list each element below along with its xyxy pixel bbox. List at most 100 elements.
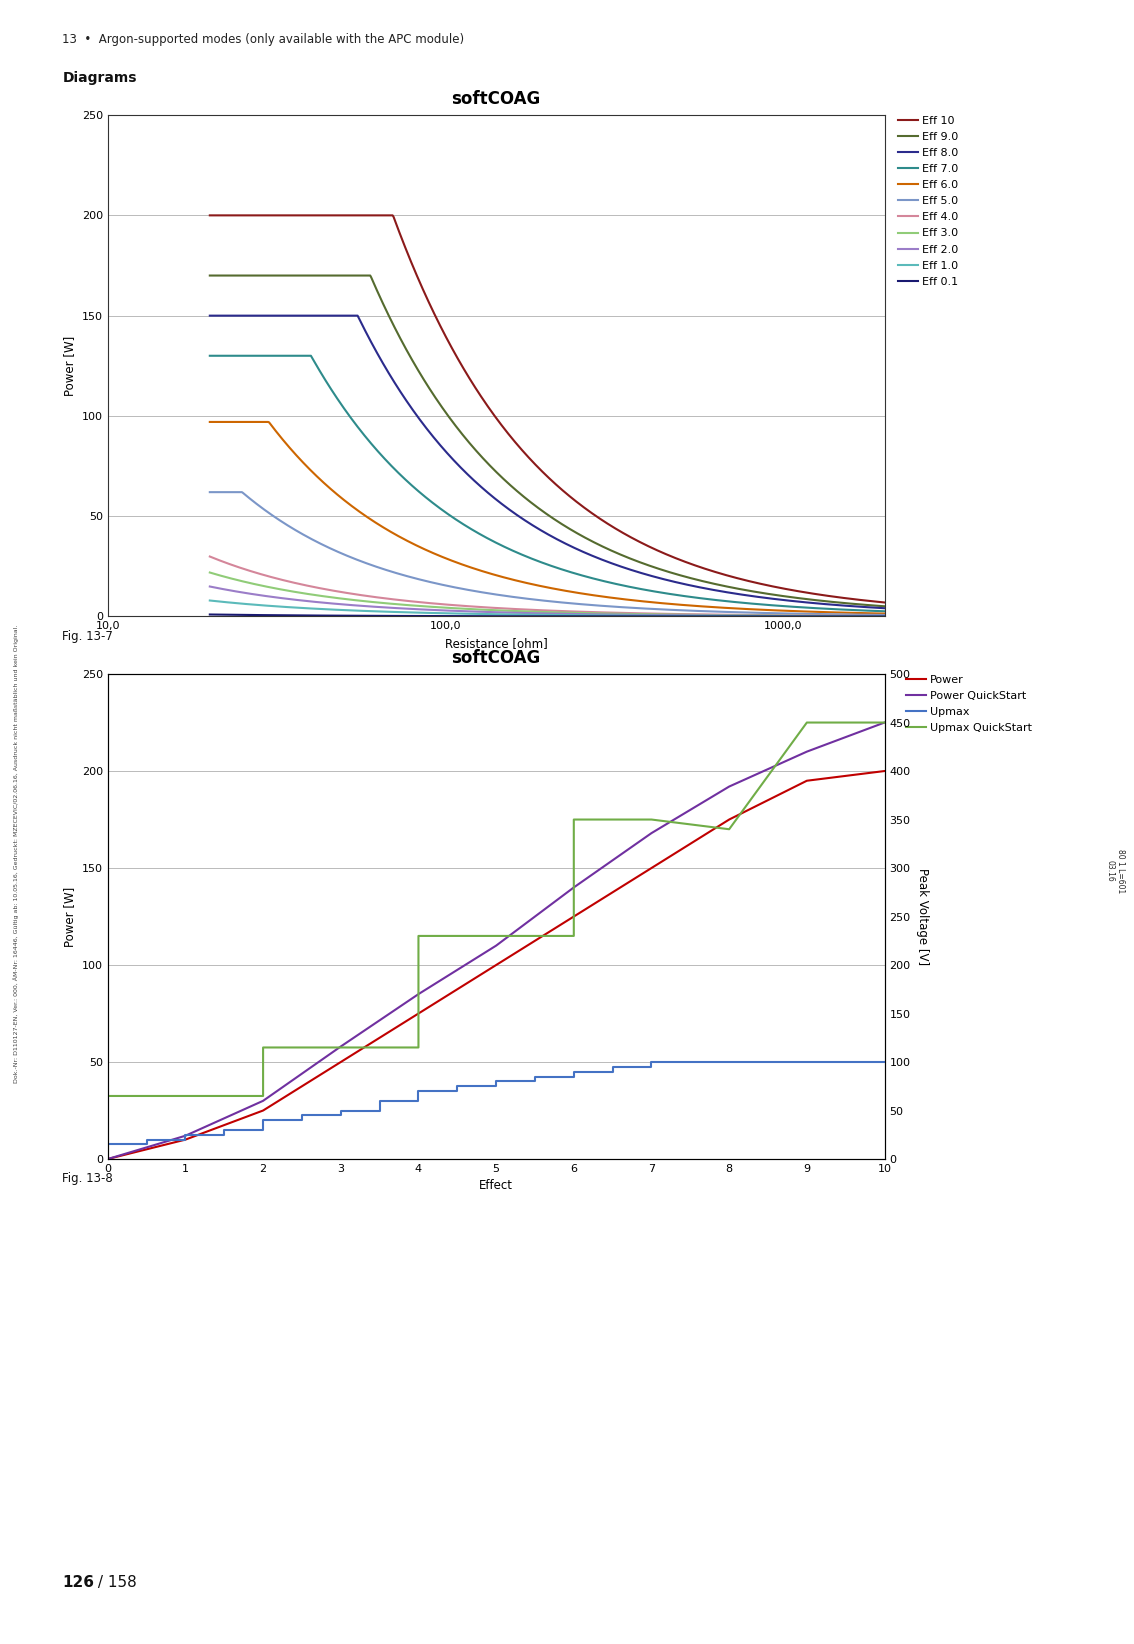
Eff 10 <box>878 592 891 612</box>
Line: Eff 9.0: Eff 9.0 <box>210 276 885 607</box>
Eff 3.0 <box>770 605 784 625</box>
Y-axis label: Power [W]: Power [W] <box>64 886 76 947</box>
Power <box>567 907 581 927</box>
Upmax QuickStart <box>333 1037 347 1057</box>
Upmax <box>412 1092 425 1111</box>
Power QuickStart <box>799 741 813 761</box>
Y-axis label: Peak Voltage [V]: Peak Voltage [V] <box>916 868 929 965</box>
Eff 0.1 <box>573 607 586 626</box>
Upmax <box>295 1105 308 1124</box>
Eff 7.0 <box>878 602 891 621</box>
Eff 0.1 <box>878 607 891 626</box>
Upmax <box>799 1052 813 1072</box>
Line: Eff 3.0: Eff 3.0 <box>210 572 885 616</box>
Eff 7.0 <box>691 589 704 608</box>
Eff 8.0 <box>878 598 891 618</box>
Upmax <box>489 1072 502 1092</box>
Upmax QuickStart <box>644 810 658 830</box>
Upmax QuickStart <box>178 1087 192 1106</box>
Eff 4.0 <box>770 605 784 625</box>
Eff 6.0 <box>691 597 704 616</box>
Eff 2.0 <box>691 605 704 625</box>
Line: Eff 4.0: Eff 4.0 <box>210 557 885 616</box>
Text: Fig. 13-7: Fig. 13-7 <box>62 630 113 643</box>
Upmax <box>412 1082 425 1101</box>
Line: Power: Power <box>108 771 885 1159</box>
Eff 10 <box>770 577 784 597</box>
Eff 5.0 <box>691 602 704 621</box>
Upmax <box>333 1101 347 1121</box>
Upmax <box>567 1062 581 1082</box>
Line: Eff 10: Eff 10 <box>210 215 885 602</box>
Text: 126: 126 <box>62 1575 94 1590</box>
Eff 0.1 <box>552 607 566 626</box>
Eff 8.0 <box>691 577 704 597</box>
Eff 1.0 <box>595 605 609 625</box>
Text: Diagrams: Diagrams <box>62 71 137 85</box>
Line: Eff 8.0: Eff 8.0 <box>210 316 885 608</box>
Text: Dok.-Nr: D110127-EN, Ver.: 000, ÄM-Nr: 16446, Gültig ab: 10.05.16, Gedruckt: MZE: Dok.-Nr: D110127-EN, Ver.: 000, ÄM-Nr: 1… <box>14 625 19 1083</box>
Eff 4.0 <box>691 605 704 625</box>
Text: / 158: / 158 <box>93 1575 137 1590</box>
Legend: Power, Power QuickStart, Upmax, Upmax QuickStart: Power, Power QuickStart, Upmax, Upmax Qu… <box>906 674 1032 733</box>
Upmax <box>489 1077 502 1097</box>
Upmax QuickStart <box>567 926 581 945</box>
Upmax <box>839 1052 853 1072</box>
Upmax <box>373 1101 387 1121</box>
Upmax <box>606 1057 619 1077</box>
Line: Eff 5.0: Eff 5.0 <box>210 492 885 615</box>
Upmax QuickStart <box>644 810 658 830</box>
Upmax <box>644 1052 658 1072</box>
Title: softCOAG: softCOAG <box>451 649 541 667</box>
Eff 9.0 <box>573 524 586 544</box>
Eff 9.0 <box>770 585 784 605</box>
Upmax QuickStart <box>489 926 502 945</box>
Eff 10 <box>595 511 609 531</box>
Upmax <box>528 1072 542 1092</box>
Upmax <box>684 1052 697 1072</box>
Upmax <box>839 1052 853 1072</box>
Power QuickStart <box>722 776 736 796</box>
Power QuickStart <box>567 878 581 898</box>
Power <box>412 1003 425 1023</box>
Eff 7.0 <box>552 559 566 579</box>
Eff 3.0 <box>595 603 609 623</box>
X-axis label: Effect: Effect <box>480 1179 513 1192</box>
Eff 5.0 <box>878 605 891 625</box>
Eff 7.0 <box>595 570 609 590</box>
Power QuickStart <box>256 1092 270 1111</box>
Eff 8.0 <box>552 531 566 551</box>
Upmax <box>761 1052 775 1072</box>
Eff 3.0 <box>691 605 704 625</box>
Eff 10 <box>573 493 586 513</box>
Eff 5.0 <box>770 603 784 623</box>
Eff 4.0 <box>878 607 891 626</box>
Power QuickStart <box>101 1149 115 1169</box>
Line: Upmax: Upmax <box>108 1062 885 1144</box>
Line: Eff 2.0: Eff 2.0 <box>210 587 885 616</box>
Eff 6.0 <box>878 603 891 623</box>
Eff 3.0 <box>552 603 566 623</box>
X-axis label: Resistance [ohm]: Resistance [ohm] <box>445 636 548 649</box>
Eff 2.0 <box>770 607 784 626</box>
Eff 2.0 <box>878 607 891 626</box>
Upmax QuickStart <box>722 819 736 838</box>
Eff 6.0 <box>770 600 784 620</box>
Eff 3.0 <box>878 607 891 626</box>
Eff 9.0 <box>595 536 609 556</box>
Power <box>799 771 813 791</box>
Power <box>333 1052 347 1072</box>
Upmax QuickStart <box>333 1037 347 1057</box>
Eff 8.0 <box>595 551 609 570</box>
Upmax QuickStart <box>722 819 736 838</box>
Eff 1.0 <box>770 607 784 626</box>
Line: Eff 7.0: Eff 7.0 <box>210 355 885 612</box>
Line: Upmax QuickStart: Upmax QuickStart <box>108 723 885 1097</box>
Upmax <box>333 1105 347 1124</box>
Eff 10 <box>552 477 566 496</box>
Upmax <box>722 1052 736 1072</box>
Eff 5.0 <box>573 593 586 613</box>
Upmax <box>528 1067 542 1087</box>
Eff 5.0 <box>552 592 566 612</box>
Power QuickStart <box>644 824 658 843</box>
